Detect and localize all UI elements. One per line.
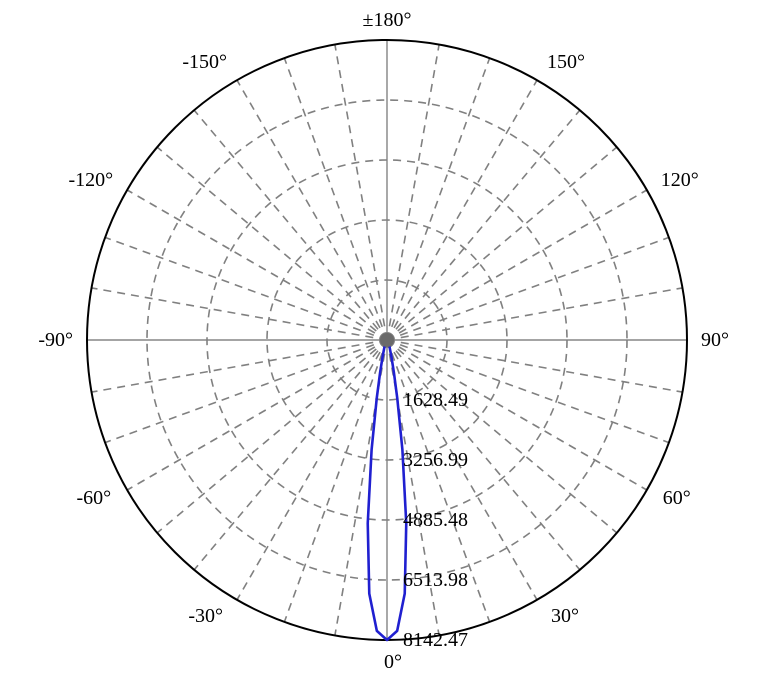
angle-label: 90° — [701, 329, 729, 351]
angle-label: -30° — [188, 605, 223, 627]
angle-label: 150° — [547, 51, 585, 73]
polar-chart: 1628.49 3256.99 4885.48 6513.98 8142.470° 30°… — [0, 0, 775, 700]
radial-value-label: 3256.99 — [403, 449, 468, 471]
angle-label: 120° — [661, 169, 699, 191]
angle-label: -90° — [38, 329, 73, 351]
radial-value-label: 4885.48 — [403, 509, 468, 531]
angle-label: ±180° — [363, 9, 412, 31]
radial-value-label: 8142.47 — [403, 629, 468, 651]
angle-label: 30° — [551, 605, 579, 627]
angle-label: -150° — [182, 51, 227, 73]
center-marker — [380, 333, 394, 347]
radial-value-label: 6513.98 — [403, 569, 468, 591]
angle-label: 60° — [663, 487, 691, 509]
angle-label: 0° — [384, 651, 402, 673]
radial-value-label: 1628.49 — [403, 389, 468, 411]
angle-label: -60° — [77, 487, 112, 509]
angle-label: -120° — [69, 169, 114, 191]
